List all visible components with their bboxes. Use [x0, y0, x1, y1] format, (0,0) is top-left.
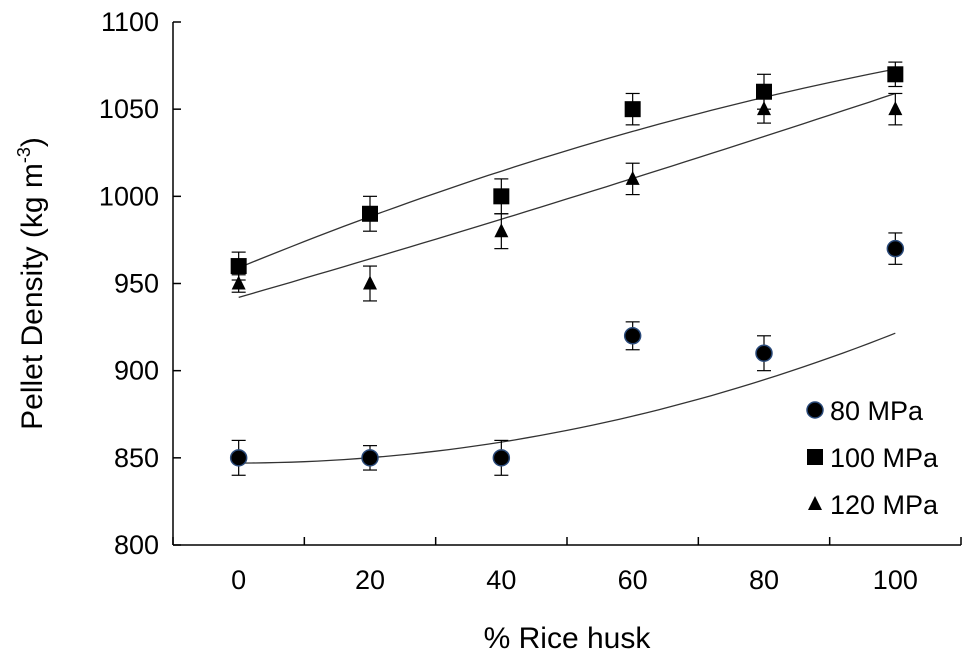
y-tick-label: 1000 [99, 181, 159, 211]
x-tick-label: 0 [231, 565, 246, 595]
x-tick-label: 100 [873, 565, 918, 595]
data-point-triangle [757, 101, 771, 116]
data-point-square [756, 83, 772, 100]
legend: 80 MPa 100 MPa 120 MPa [806, 396, 939, 520]
y-axis-ticks: 800 850 900 950 1000 1050 1100 [99, 7, 181, 560]
data-point-square [230, 258, 247, 275]
legend-marker-circle [806, 401, 824, 419]
y-tick-label: 850 [114, 443, 159, 473]
legend-marker-triangle [808, 496, 822, 510]
data-point-circle [623, 327, 642, 345]
legend-label: 100 MPa [830, 443, 939, 473]
data-point-square [362, 205, 378, 222]
y-tick-label: 900 [114, 356, 159, 386]
data-point-triangle [625, 170, 640, 185]
data-point-circle [492, 449, 511, 467]
x-axis-title: % Rice husk [484, 622, 652, 655]
legend-marker-square [807, 449, 823, 465]
trend-line [238, 92, 896, 299]
data-point-triangle [363, 275, 377, 290]
data-point-triangle [888, 101, 903, 116]
y-axis-title-superscript: -3 [14, 147, 34, 163]
data-point-triangle [231, 275, 246, 290]
data-point-circle [361, 449, 379, 467]
x-tick-label: 60 [618, 565, 648, 595]
x-axis-ticks: 0 20 40 60 80 100 [172, 537, 962, 595]
data-point-square [887, 66, 904, 83]
y-axis-title: Pellet Density (kg m-3) [14, 137, 49, 430]
data-point-circle [229, 449, 248, 467]
data-point-square [493, 188, 510, 205]
data-point-circle [755, 344, 773, 362]
x-tick-label: 40 [486, 565, 516, 595]
x-tick-label: 80 [749, 565, 779, 595]
trend-line [238, 68, 896, 269]
y-tick-label: 1100 [101, 7, 159, 37]
data-point-square [624, 101, 641, 118]
y-tick-label: 1050 [99, 94, 159, 124]
y-tick-label: 800 [114, 530, 159, 560]
trend-line [238, 332, 896, 464]
trend-lines [238, 68, 896, 464]
legend-label: 80 MPa [830, 396, 924, 426]
y-tick-label: 950 [114, 269, 159, 299]
x-tick-label: 20 [355, 565, 385, 595]
data-point-triangle [494, 223, 509, 238]
y-axis-title-close: ) [16, 137, 49, 147]
legend-label: 120 MPa [830, 490, 939, 520]
data-markers [229, 66, 905, 467]
y-axis-title-main: Pellet Density (kg m [16, 163, 49, 430]
data-point-circle [886, 239, 905, 258]
plot-area: 800 850 900 950 1000 1050 1100 0 20 40 60 80 100 [99, 7, 962, 595]
